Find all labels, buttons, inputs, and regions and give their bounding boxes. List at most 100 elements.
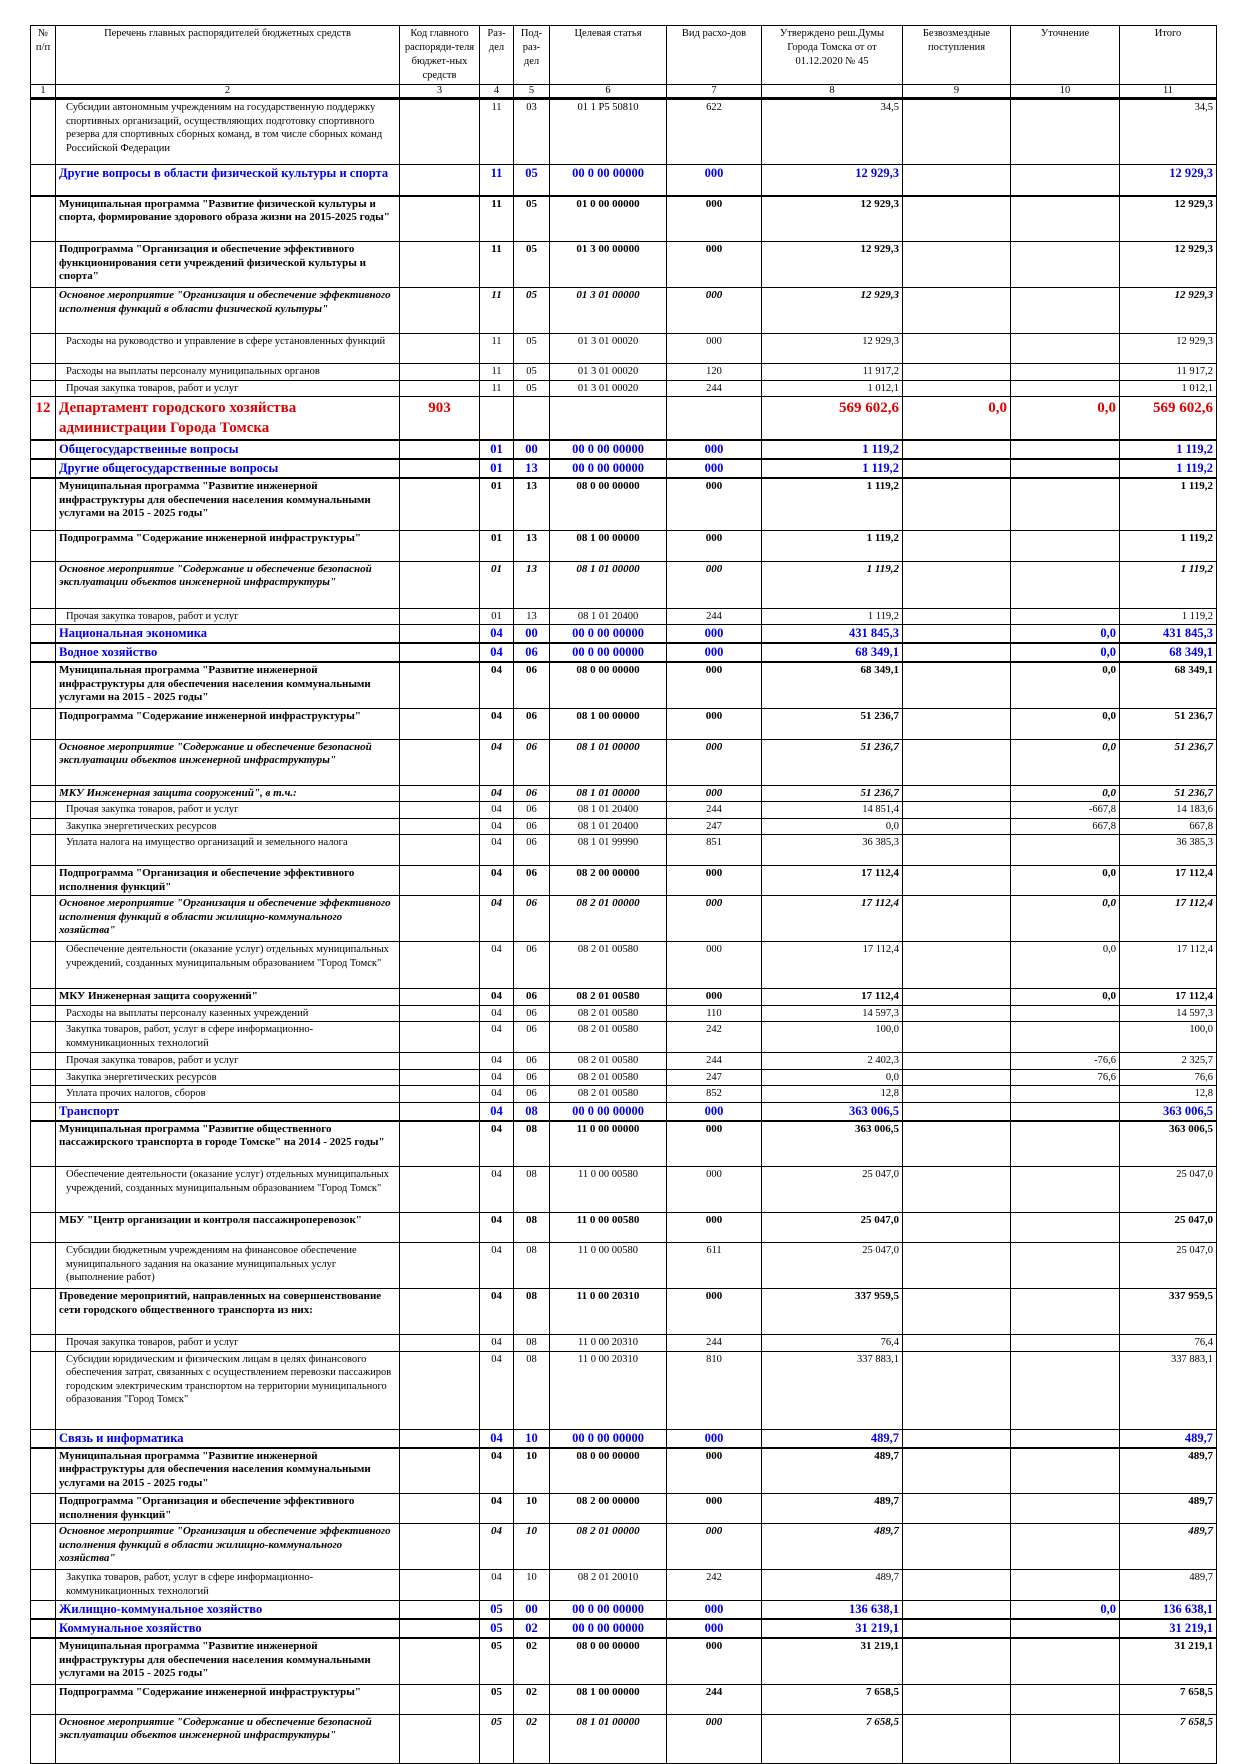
cell-adjustment <box>1010 439 1120 460</box>
cell-approved: 1 119,2 <box>761 607 903 625</box>
cell-grants <box>902 941 1011 989</box>
cell-total: 68 349,1 <box>1119 661 1217 709</box>
cell-grants <box>902 607 1011 625</box>
cell-approved: 1 119,2 <box>761 560 903 609</box>
table-row: Подпрограмма "Организация и обеспечение … <box>30 1493 1217 1524</box>
cell-expense-type: 000 <box>666 865 762 896</box>
cell-number <box>30 287 56 334</box>
cell-manager-code <box>399 1600 480 1620</box>
cell-subsection: 00 <box>513 439 550 460</box>
cell-grants <box>902 1428 1011 1449</box>
cell-adjustment: 0,0 <box>1010 895 1120 942</box>
cell-target-article: 11 0 00 00580 <box>549 1242 667 1289</box>
budget-table: № п/п Перечень главных распорядителей бюд… <box>30 25 1217 1764</box>
cell-total: 1 119,2 <box>1119 477 1217 531</box>
cell-grants <box>902 1600 1011 1620</box>
cell-target-article: 01 1 P5 50810 <box>549 98 667 165</box>
cell-manager-code <box>399 1447 480 1494</box>
cell-subsection: 06 <box>513 642 550 663</box>
cell-name: Другие общегосударственные вопросы <box>55 458 400 479</box>
cell-target-article: 08 2 01 00000 <box>549 1523 667 1570</box>
cell-expense-type: 000 <box>666 1120 762 1167</box>
cell-expense-type: 000 <box>666 1166 762 1213</box>
cell-total: 337 883,1 <box>1119 1350 1217 1430</box>
cell-name: Расходы на выплаты персоналу казенных уч… <box>55 1004 400 1022</box>
cell-section: 04 <box>479 738 514 786</box>
cell-target-article: 08 2 01 00000 <box>549 895 667 942</box>
cell-target-article: 08 0 00 00000 <box>549 1637 667 1685</box>
cell-subsection: 00 <box>513 624 550 644</box>
cell-total: 489,7 <box>1119 1569 1217 1601</box>
cell-section: 01 <box>479 560 514 609</box>
cell-section: 04 <box>479 642 514 663</box>
cell-expense-type: 000 <box>666 988 762 1006</box>
header-number: № п/п <box>30 25 56 85</box>
cell-manager-code <box>399 642 480 663</box>
cell-target-article: 08 2 00 00000 <box>549 1493 667 1524</box>
table-row: 12 Департамент городского хозяйства админ… <box>30 396 1217 441</box>
cell-target-article: 08 2 01 00580 <box>549 1004 667 1022</box>
cell-target-article <box>549 396 667 441</box>
cell-section: 04 <box>479 1101 514 1122</box>
cell-manager-code <box>399 458 480 479</box>
cell-number <box>30 642 56 663</box>
cell-target-article: 08 2 01 00580 <box>549 1085 667 1103</box>
cell-target-article: 00 0 00 00000 <box>549 1101 667 1122</box>
cell-adjustment <box>1010 1242 1120 1289</box>
cell-total: 1 119,2 <box>1119 607 1217 625</box>
table-row: Закупка энергетических ресурсов 04 06 08 2 … <box>30 1068 1217 1086</box>
cell-subsection: 10 <box>513 1428 550 1449</box>
cell-adjustment <box>1010 287 1120 334</box>
cell-subsection: 05 <box>513 287 550 334</box>
cell-adjustment: 0,0 <box>1010 784 1120 802</box>
cell-section: 11 <box>479 164 514 197</box>
cell-expense-type: 244 <box>666 607 762 625</box>
cell-grants <box>902 1120 1011 1167</box>
cell-grants <box>902 1523 1011 1570</box>
header-expense-type: Вид расхо-дов <box>666 25 762 85</box>
cell-expense-type: 000 <box>666 458 762 479</box>
cell-section: 11 <box>479 363 514 381</box>
cell-adjustment <box>1010 1166 1120 1213</box>
cell-grants <box>902 661 1011 709</box>
cell-approved: 25 047,0 <box>761 1166 903 1213</box>
cell-target-article: 08 1 01 00000 <box>549 1713 667 1764</box>
cell-expense-type: 851 <box>666 834 762 866</box>
table-row: Обеспечение деятельности (оказание услуг… <box>30 1166 1217 1213</box>
cell-subsection: 06 <box>513 1085 550 1103</box>
cell-subsection: 13 <box>513 607 550 625</box>
cell-number <box>30 439 56 460</box>
cell-target-article: 08 1 00 00000 <box>549 1683 667 1715</box>
cell-section: 04 <box>479 1052 514 1070</box>
cell-section: 04 <box>479 1212 514 1243</box>
cell-grants <box>902 1493 1011 1524</box>
cell-number <box>30 1166 56 1213</box>
cell-total: 363 006,5 <box>1119 1120 1217 1167</box>
cell-grants <box>902 834 1011 866</box>
cell-adjustment <box>1010 1334 1120 1352</box>
cell-adjustment <box>1010 1683 1120 1715</box>
cell-grants <box>902 707 1011 740</box>
cell-subsection: 08 <box>513 1334 550 1352</box>
cell-target-article: 01 3 01 00020 <box>549 379 667 397</box>
cell-total: 25 047,0 <box>1119 1212 1217 1243</box>
cell-section: 11 <box>479 98 514 165</box>
cell-adjustment <box>1010 458 1120 479</box>
cell-approved: 68 349,1 <box>761 661 903 709</box>
cell-expense-type: 244 <box>666 801 762 819</box>
cell-grants <box>902 477 1011 531</box>
cell-name: Прочая закупка товаров, работ и услуг <box>55 607 400 625</box>
cell-approved: 31 219,1 <box>761 1618 903 1639</box>
cell-total: 489,7 <box>1119 1523 1217 1570</box>
cell-subsection: 06 <box>513 1004 550 1022</box>
cell-adjustment <box>1010 1350 1120 1430</box>
cell-target-article: 01 3 00 00000 <box>549 241 667 288</box>
table-row: МКУ Инженерная защита сооружений" 04 06 08 … <box>30 988 1217 1006</box>
cell-number <box>30 379 56 397</box>
cell-grants <box>902 287 1011 334</box>
cell-grants <box>902 529 1011 562</box>
cell-name: Основное мероприятие "Содержание и обесп… <box>55 560 400 609</box>
cell-adjustment: 0,0 <box>1010 661 1120 709</box>
cell-subsection: 05 <box>513 363 550 381</box>
cell-total: 489,7 <box>1119 1493 1217 1524</box>
